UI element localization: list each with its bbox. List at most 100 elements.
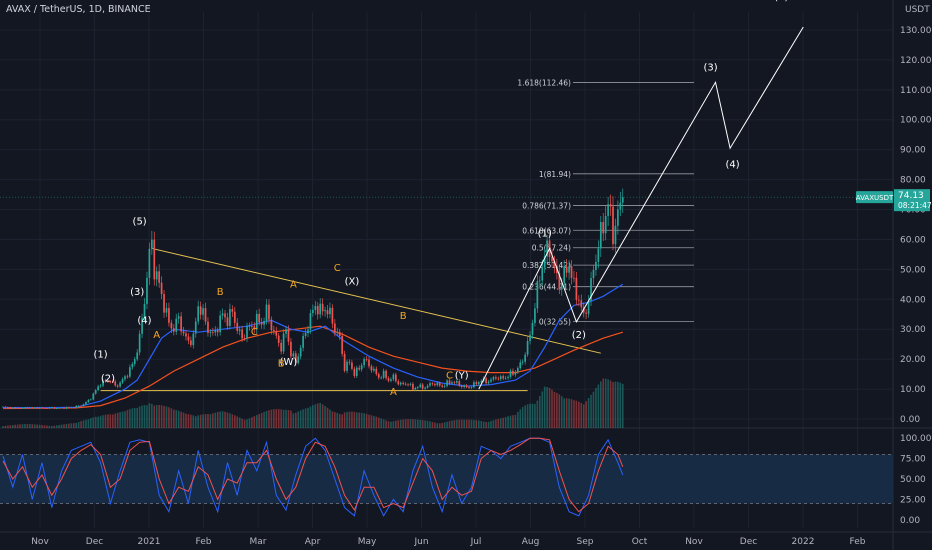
candle-body [326, 310, 329, 315]
time-tick-label: Feb [850, 537, 866, 547]
volume-bar [502, 417, 504, 428]
candle-body [329, 307, 331, 315]
candle-body [175, 318, 178, 332]
volume-bar [9, 425, 12, 428]
volume-bar [558, 394, 561, 428]
candle-body [536, 281, 539, 309]
candle-body [595, 261, 597, 270]
fib-level-label: 0(32.55) [539, 318, 571, 327]
volume-bar [324, 405, 326, 428]
candle-body [214, 330, 217, 333]
candle-body [236, 322, 239, 331]
candle-body [477, 382, 480, 385]
axes: 0.0010.0020.0030.0040.0050.0060.0070.008… [31, 5, 932, 547]
candle-body [146, 277, 148, 304]
volume-bar [224, 411, 226, 428]
candle-body [158, 271, 161, 283]
candle-body [309, 313, 312, 330]
symbol-badge [856, 191, 893, 204]
volume-bar [446, 421, 448, 428]
ma-long-line [2, 325, 623, 410]
candle-body [475, 382, 478, 385]
volume-bar [282, 409, 285, 428]
volume-bar [456, 419, 458, 428]
volume-bar [331, 411, 334, 428]
volume-bar [314, 404, 317, 428]
candle-body [190, 340, 192, 346]
candle-body [246, 326, 248, 339]
candle-body [346, 361, 348, 371]
candle-body [331, 307, 334, 324]
candle-body [363, 359, 365, 366]
fib-level-label: 0.236(44.21) [522, 283, 571, 292]
volume-bar [334, 412, 336, 428]
wave-label: C [334, 263, 341, 274]
volume-bar [299, 410, 302, 428]
volume-bar [504, 417, 507, 428]
candle-body [165, 308, 168, 313]
candle-body [11, 407, 14, 409]
volume-bar [468, 419, 470, 428]
candle-body [558, 273, 561, 290]
volume-bar [151, 403, 153, 428]
candle-body [573, 277, 575, 279]
candle-body [92, 393, 95, 400]
candle-body [233, 311, 236, 323]
candle-body [314, 306, 317, 310]
candle-body [138, 333, 141, 353]
candle-body [9, 407, 12, 409]
candle-body [129, 367, 131, 377]
volume-bar [451, 420, 453, 428]
candle-body [351, 362, 353, 369]
volume-bar [307, 407, 309, 428]
candle-body [243, 338, 246, 340]
symbol-title[interactable]: AVAX / TetherUS, 1D, BINANCE [6, 4, 151, 15]
volume-bar [443, 422, 446, 428]
price-badge-value: 74.13 [898, 191, 924, 201]
candle-body [60, 407, 63, 409]
candle-body [399, 382, 402, 385]
candle-body [419, 384, 422, 388]
volume-bar [560, 396, 563, 428]
volume-bar [165, 406, 168, 428]
projection-path [478, 26, 804, 390]
volume-bar [99, 415, 102, 428]
candle-body [46, 408, 48, 409]
candle-body [431, 383, 434, 385]
time-tick-label: Sep [577, 537, 594, 547]
volume-bar [380, 418, 382, 428]
candle-body [585, 312, 588, 314]
volume-bar [514, 414, 517, 428]
volume-bar [497, 418, 500, 428]
volume-bar [434, 422, 436, 428]
candle-body [480, 380, 483, 383]
volume-bar [541, 391, 544, 428]
candle-body [82, 404, 85, 407]
candle-body [292, 353, 295, 357]
volume-bar [46, 425, 48, 428]
volume-bar [72, 423, 75, 428]
volume-bar [368, 414, 370, 428]
candle-body [211, 331, 214, 333]
volume-bar [582, 404, 585, 428]
volume-bar [155, 405, 158, 428]
volume-bar [80, 421, 82, 428]
candle-body [553, 261, 556, 266]
volume-bar [612, 382, 614, 428]
candle-body [226, 317, 229, 326]
candle-body [373, 368, 375, 371]
candle-body [87, 399, 90, 403]
candle-body [58, 407, 60, 409]
wave-label: B [400, 311, 407, 322]
fib-level-label: 0.618(63.07) [522, 226, 571, 235]
candle-body [492, 377, 495, 380]
volume-bar [173, 409, 175, 428]
volume-bar [124, 411, 126, 428]
candle-body [70, 407, 73, 409]
candle-body [104, 380, 107, 382]
candle-body [495, 377, 497, 379]
volume-bar [519, 409, 522, 428]
volume-bar [321, 404, 324, 428]
candle-body [182, 331, 185, 334]
